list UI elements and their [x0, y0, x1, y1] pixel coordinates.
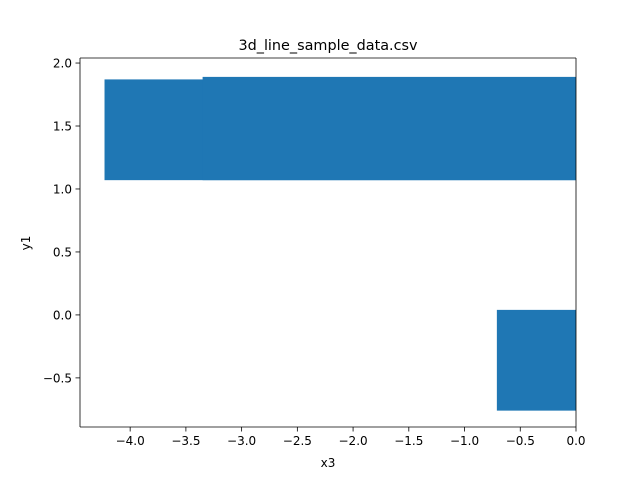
- x-tick-label: −1.5: [394, 434, 423, 448]
- x-tick-label: −2.5: [283, 434, 312, 448]
- y-tick-label: 1.0: [53, 182, 72, 196]
- x-tick-label: −2.0: [339, 434, 368, 448]
- x-tick-label: −1.0: [450, 434, 479, 448]
- x-tick-label: −3.0: [227, 434, 256, 448]
- chart-title: 3d_line_sample_data.csv: [238, 38, 418, 54]
- x-tick-label: −3.5: [171, 434, 200, 448]
- bar-1: [202, 76, 576, 181]
- x-tick-label: 0.0: [566, 434, 585, 448]
- y-axis-label: y1: [19, 236, 33, 251]
- y-tick-label: 0.0: [53, 308, 72, 322]
- x-axis-label: x3: [321, 456, 336, 470]
- axes-layer: −4.0 −3.5 −3.0 −2.5 −2.0 −1.5 −1.0 −0.5 0.0 −0.5 0…: [43, 57, 586, 448]
- y-tick-label: 2.0: [53, 57, 72, 71]
- y-tick-label: 1.5: [53, 120, 72, 134]
- y-tick-label: 0.5: [53, 245, 72, 259]
- bars-layer: [104, 76, 576, 411]
- x-tick-label: −4.0: [116, 434, 145, 448]
- bar-2: [496, 309, 576, 411]
- x-tick-label: −0.5: [506, 434, 535, 448]
- y-tick-label: −0.5: [43, 371, 72, 385]
